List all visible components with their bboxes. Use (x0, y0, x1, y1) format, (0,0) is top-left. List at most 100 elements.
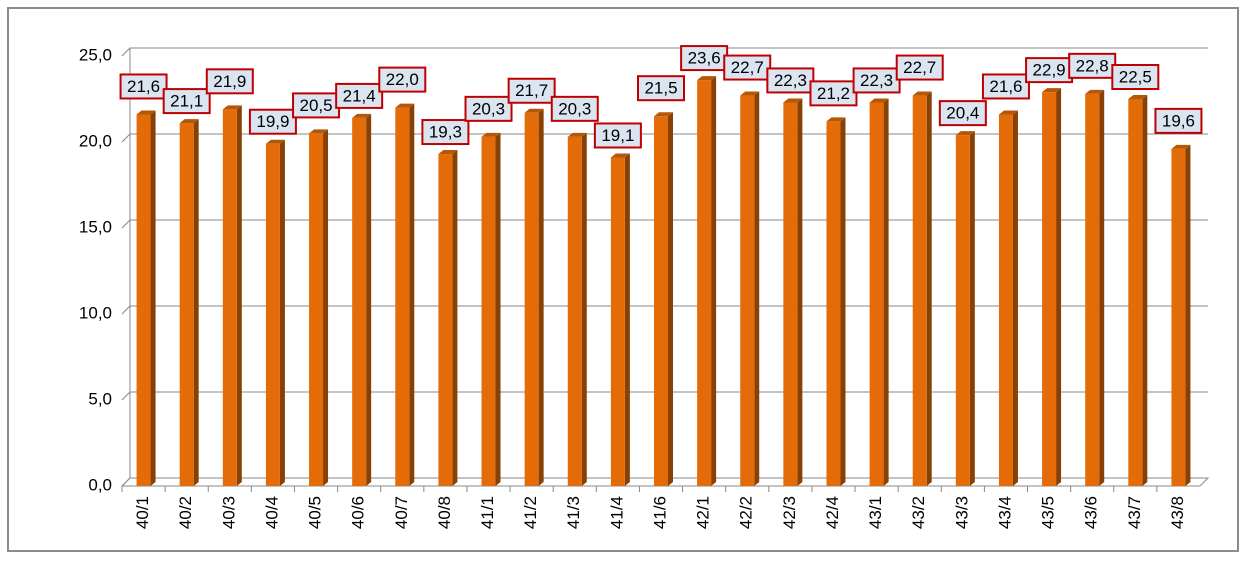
bar (352, 113, 372, 487)
bar-front (1128, 99, 1143, 486)
value-label: 19,6 (1162, 111, 1195, 130)
value-label: 20,5 (299, 96, 332, 115)
bar (1128, 95, 1148, 486)
value-label: 19,3 (429, 123, 462, 142)
bar-front (309, 133, 324, 486)
bar (869, 98, 889, 486)
bar-side (452, 150, 458, 487)
bar (179, 119, 199, 486)
bar-top (1085, 89, 1105, 94)
bar-front (740, 95, 755, 486)
bar-top (654, 112, 673, 117)
value-label-box (766, 67, 815, 94)
bar-side (1012, 110, 1018, 486)
bar (567, 132, 587, 486)
bar-side (279, 139, 285, 486)
bar-front (610, 157, 625, 487)
bar (826, 117, 846, 487)
bar-side (1142, 95, 1148, 486)
bar (912, 91, 932, 486)
bar-side (1099, 89, 1105, 486)
value-label: 22,9 (1033, 61, 1066, 80)
value-label: 21,7 (515, 81, 548, 100)
value-label-box (248, 108, 297, 135)
bar (998, 110, 1018, 486)
bar-side (754, 91, 760, 486)
value-label-box (723, 54, 772, 81)
bar-front (567, 136, 582, 486)
bar-top (136, 110, 156, 115)
bar (740, 91, 760, 486)
bar (438, 150, 458, 487)
value-label: 22,5 (1119, 67, 1152, 86)
bar-side (409, 103, 415, 486)
value-label: 21,4 (343, 86, 376, 105)
bar (136, 110, 156, 486)
bar (783, 98, 803, 486)
bar-top (352, 113, 372, 118)
grid-line (121, 305, 1208, 315)
bar (1042, 88, 1062, 487)
bar-side (797, 98, 803, 486)
bar-top (1128, 95, 1148, 99)
bar-side (538, 108, 544, 486)
x-tick-label: 43/2 (909, 496, 928, 529)
x-tick-label: 40/2 (176, 496, 195, 529)
grid-line (121, 47, 1208, 57)
value-label: 21,9 (213, 72, 246, 91)
bar-top (697, 76, 717, 81)
value-label: 20,3 (472, 99, 505, 118)
value-label: 22,8 (1076, 56, 1109, 75)
value-label-box (464, 95, 513, 122)
x-tick-label: 42/3 (780, 496, 799, 529)
bar-top (309, 129, 329, 134)
bar-side (193, 119, 199, 486)
bar (1171, 144, 1191, 486)
bar-side (1185, 144, 1191, 486)
bar-side (581, 132, 587, 486)
value-label-box (550, 95, 599, 122)
bar-front (912, 95, 927, 486)
value-label-box (205, 68, 254, 95)
x-tick-label: 43/5 (1039, 496, 1058, 529)
value-label: 22,3 (774, 71, 807, 90)
bar-front (395, 107, 410, 486)
bar-side (668, 112, 673, 486)
bar (524, 108, 544, 486)
value-label: 21,6 (989, 77, 1022, 96)
bar-top (998, 110, 1018, 115)
bar-side (150, 110, 156, 486)
x-tick-label: 43/7 (1125, 496, 1144, 529)
value-label-box (680, 45, 729, 72)
x-tick-label: 40/4 (262, 496, 281, 529)
bar-front (869, 102, 884, 486)
bar-top (740, 91, 760, 96)
bar (481, 132, 501, 486)
bar-top (610, 153, 630, 158)
x-tick-label: 42/2 (737, 496, 756, 529)
bar-top (222, 105, 242, 110)
value-label: 21,2 (817, 84, 850, 103)
x-tick-label: 41/4 (607, 496, 626, 529)
value-label-box (1025, 57, 1074, 84)
x-tick-label: 40/8 (435, 496, 454, 529)
x-tick-label: 40/5 (306, 496, 325, 529)
x-tick-label: 41/6 (650, 496, 669, 529)
x-tick-label: 40/7 (392, 496, 411, 529)
bar-front (1042, 92, 1057, 487)
bar-front (955, 135, 970, 486)
x-tick-label: 40/3 (219, 496, 238, 529)
x-tick-label: 40/1 (133, 496, 152, 529)
value-label-box (1154, 107, 1203, 134)
value-label-box (1068, 52, 1117, 79)
value-label: 22,7 (731, 58, 764, 77)
value-label-box (378, 66, 427, 93)
value-label-box (938, 100, 987, 127)
bar-top (783, 98, 803, 103)
bar (222, 105, 242, 486)
y-tick-label: 5,0 (88, 389, 112, 408)
bar-top (869, 98, 889, 103)
bar-side (1056, 88, 1062, 487)
bar-top (955, 131, 975, 136)
x-tick-label: 43/1 (866, 496, 885, 529)
